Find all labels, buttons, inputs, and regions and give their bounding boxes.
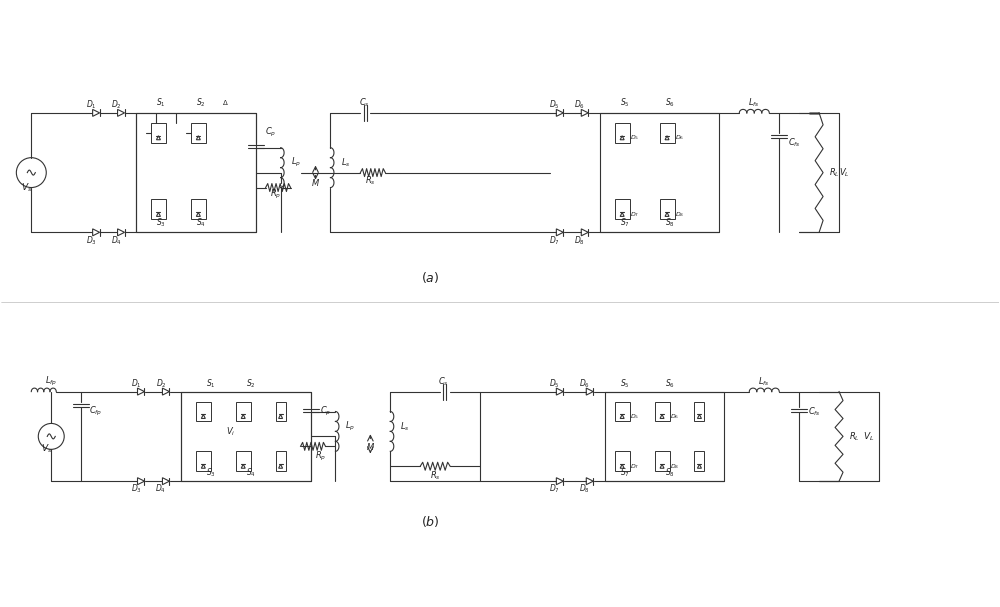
Text: $D_6$: $D_6$ bbox=[574, 99, 585, 111]
Text: $(a)$: $(a)$ bbox=[421, 270, 439, 285]
Text: $D_7$: $D_7$ bbox=[630, 462, 639, 470]
Text: $(b)$: $(b)$ bbox=[421, 514, 440, 529]
Text: $R_s$: $R_s$ bbox=[365, 174, 376, 187]
Bar bbox=[236, 452, 251, 471]
Text: $V_L$: $V_L$ bbox=[863, 430, 875, 443]
Text: $C_p$: $C_p$ bbox=[320, 405, 331, 418]
Bar bbox=[151, 200, 166, 219]
Text: $D_1$: $D_1$ bbox=[86, 99, 97, 111]
Bar bbox=[236, 402, 251, 421]
Text: $C_p$: $C_p$ bbox=[265, 126, 276, 140]
Text: $S_1$: $S_1$ bbox=[156, 97, 166, 109]
Text: $S_5$: $S_5$ bbox=[620, 378, 630, 390]
Text: $D_7$: $D_7$ bbox=[630, 210, 639, 219]
Text: $D_8$: $D_8$ bbox=[579, 483, 590, 495]
Text: $D_2$: $D_2$ bbox=[111, 99, 121, 111]
Bar bbox=[655, 452, 670, 471]
Bar bbox=[136, 113, 256, 232]
Bar bbox=[151, 123, 166, 143]
Text: $D_6$: $D_6$ bbox=[579, 378, 590, 390]
Text: $S_5$: $S_5$ bbox=[620, 97, 630, 109]
Text: $S_7$: $S_7$ bbox=[620, 216, 630, 229]
Bar bbox=[660, 200, 675, 219]
Bar bbox=[276, 402, 286, 421]
Bar bbox=[615, 200, 630, 219]
Bar bbox=[181, 392, 311, 481]
Bar bbox=[615, 123, 630, 143]
Text: $C_s$: $C_s$ bbox=[359, 97, 370, 109]
Text: $M$: $M$ bbox=[311, 177, 320, 188]
Bar bbox=[276, 452, 286, 471]
Bar bbox=[600, 113, 719, 232]
Bar bbox=[615, 402, 630, 421]
Text: $D_5$: $D_5$ bbox=[549, 99, 560, 111]
Text: $D_6$: $D_6$ bbox=[675, 134, 684, 142]
Text: $S_6$: $S_6$ bbox=[665, 378, 675, 390]
Text: $M$: $M$ bbox=[366, 441, 375, 452]
Text: $D_2$: $D_2$ bbox=[156, 378, 166, 390]
Text: $S_4$: $S_4$ bbox=[196, 216, 206, 229]
Text: $S_2$: $S_2$ bbox=[246, 378, 256, 390]
Text: $\Delta$: $\Delta$ bbox=[222, 98, 229, 107]
Text: $D_4$: $D_4$ bbox=[111, 234, 122, 246]
Bar bbox=[694, 402, 704, 421]
Text: $D_1$: $D_1$ bbox=[131, 378, 141, 390]
Bar bbox=[191, 200, 206, 219]
Text: $V_i$: $V_i$ bbox=[226, 425, 235, 438]
Text: $D_5$: $D_5$ bbox=[549, 378, 560, 390]
Text: $L_p$: $L_p$ bbox=[345, 420, 355, 433]
Bar bbox=[191, 123, 206, 143]
Text: $R_L$: $R_L$ bbox=[849, 430, 859, 443]
Bar bbox=[196, 402, 211, 421]
Text: $S_8$: $S_8$ bbox=[665, 467, 674, 480]
Text: $S_3$: $S_3$ bbox=[156, 216, 166, 229]
Text: $L_{fp}$: $L_{fp}$ bbox=[45, 375, 57, 388]
Text: $S_2$: $S_2$ bbox=[196, 97, 206, 109]
Text: $L_p$: $L_p$ bbox=[291, 156, 301, 169]
Text: $V_s$: $V_s$ bbox=[21, 181, 32, 194]
Text: $D_3$: $D_3$ bbox=[86, 234, 97, 246]
Text: $C_{fs}$: $C_{fs}$ bbox=[788, 137, 801, 149]
Text: $V_s$: $V_s$ bbox=[41, 442, 52, 455]
Text: $L_{fs}$: $L_{fs}$ bbox=[758, 375, 770, 388]
Bar bbox=[615, 452, 630, 471]
Bar bbox=[196, 452, 211, 471]
Text: $D_5$: $D_5$ bbox=[630, 134, 639, 142]
Text: $D_4$: $D_4$ bbox=[155, 483, 166, 495]
Text: $D_6$: $D_6$ bbox=[670, 412, 679, 421]
Text: $R_L$: $R_L$ bbox=[829, 166, 839, 179]
Text: $D_7$: $D_7$ bbox=[549, 234, 560, 246]
Text: $D_5$: $D_5$ bbox=[630, 412, 639, 421]
Text: $D_8$: $D_8$ bbox=[574, 234, 585, 246]
Text: $D_3$: $D_3$ bbox=[131, 483, 141, 495]
Text: $C_{fp}$: $C_{fp}$ bbox=[89, 405, 103, 418]
Text: $S_6$: $S_6$ bbox=[665, 97, 675, 109]
Text: $C_{fs}$: $C_{fs}$ bbox=[808, 405, 821, 418]
Text: $R_s$: $R_s$ bbox=[430, 470, 441, 483]
Text: $D_8$: $D_8$ bbox=[670, 462, 679, 470]
Text: $D_8$: $D_8$ bbox=[675, 210, 684, 219]
Bar bbox=[655, 402, 670, 421]
Text: $S_7$: $S_7$ bbox=[620, 467, 630, 480]
Text: $S_4$: $S_4$ bbox=[246, 467, 256, 480]
Bar bbox=[660, 123, 675, 143]
Text: $R_p$: $R_p$ bbox=[270, 188, 281, 201]
Text: $V_L$: $V_L$ bbox=[839, 166, 849, 179]
Text: $S_1$: $S_1$ bbox=[206, 378, 216, 390]
Bar bbox=[694, 452, 704, 471]
Text: $R_p$: $R_p$ bbox=[315, 450, 326, 463]
Bar bbox=[605, 392, 724, 481]
Text: $S_8$: $S_8$ bbox=[665, 216, 674, 229]
Text: $L_{fs}$: $L_{fs}$ bbox=[748, 97, 760, 109]
Text: $L_s$: $L_s$ bbox=[341, 157, 350, 169]
Text: $D_7$: $D_7$ bbox=[549, 483, 560, 495]
Text: $S_3$: $S_3$ bbox=[206, 467, 216, 480]
Text: $L_s$: $L_s$ bbox=[400, 420, 410, 433]
Text: $C_s$: $C_s$ bbox=[438, 375, 449, 388]
